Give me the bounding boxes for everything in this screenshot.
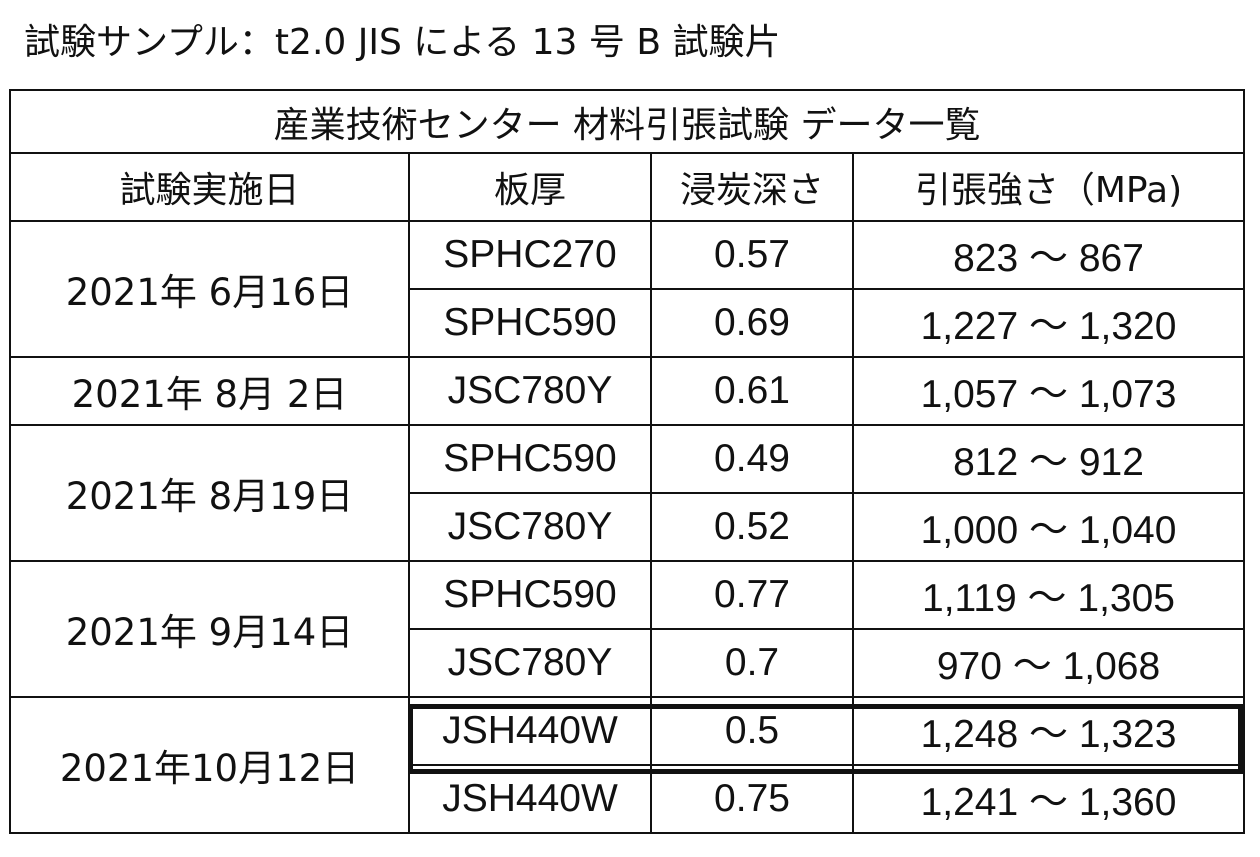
table-row: 2021年 6月16日 SPHC270 0.57 823 ～ 867 xyxy=(9,220,1246,358)
test-date-cell: 2021年10月12日 xyxy=(9,696,410,834)
material-cell: JSC780Y xyxy=(408,628,652,698)
test-date-cell: 2021年 8月 2日 xyxy=(9,356,410,426)
header-test-date: 試験実施日 xyxy=(9,152,410,222)
strength-cell: 1,057 ～ 1,073 xyxy=(851,356,1246,426)
table-row: JSH440W 0.75 1,241 ～ 1,360 xyxy=(10,764,1246,834)
table-row: JSC780Y 0.52 1,000 ～ 1,040 xyxy=(10,492,1246,562)
header-tensile-strength: 引張強さ（MPa) xyxy=(851,152,1246,222)
table-title: 産業技術センター 材料引張試験 データ一覧 xyxy=(8,89,1246,154)
material-cell: JSC780Y xyxy=(408,356,652,426)
strength-cell: 823 ～ 867 xyxy=(851,220,1246,290)
strength-cell: 1,241 ～ 1,360 xyxy=(851,764,1246,834)
test-date-cell: 2021年 8月19日 xyxy=(9,424,410,562)
strength-cell: 812 ～ 912 xyxy=(851,424,1246,494)
strength-cell: 1,227 ～ 1,320 xyxy=(851,288,1246,358)
table-row-highlighted: 2021年10月12日 JSH440W 0.5 1,248 ～ 1,323 xyxy=(9,696,1246,834)
material-cell: SPHC270 xyxy=(408,220,652,290)
table-header-row: 試験実施日 板厚 浸炭深さ 引張強さ（MPa) xyxy=(9,152,1246,222)
table-row: JSC780Y 0.7 970 ～ 1,068 xyxy=(10,628,1246,698)
header-plate-material: 板厚 xyxy=(408,152,652,222)
strength-cell: 1,248 ～ 1,323 xyxy=(851,696,1246,766)
material-cell: JSH440W xyxy=(408,696,652,766)
strength-cell: 1,119 ～ 1,305 xyxy=(851,560,1246,630)
depth-cell: 0.7 xyxy=(650,628,854,698)
depth-cell: 0.77 xyxy=(650,560,854,630)
table-title-row: 産業技術センター 材料引張試験 データ一覧 xyxy=(8,89,1246,154)
depth-cell: 0.5 xyxy=(650,696,854,766)
material-cell: SPHC590 xyxy=(408,288,652,358)
table-row: 2021年 8月19日 SPHC590 0.49 812 ～ 912 xyxy=(9,424,1246,562)
depth-cell: 0.57 xyxy=(650,220,854,290)
tensile-test-table: 産業技術センター 材料引張試験 データ一覧 試験実施日 板厚 浸炭深さ 引張強さ… xyxy=(8,89,1246,834)
depth-cell: 0.49 xyxy=(650,424,854,494)
strength-cell: 970 ～ 1,068 xyxy=(851,628,1246,698)
table-row: 2021年 8月 2日 JSC780Y 0.61 1,057 ～ 1,073 xyxy=(9,356,1246,426)
depth-cell: 0.52 xyxy=(650,492,854,562)
test-date-cell: 2021年 6月16日 xyxy=(9,220,410,358)
test-date-cell: 2021年 9月14日 xyxy=(9,560,410,698)
strength-cell: 1,000 ～ 1,040 xyxy=(851,492,1246,562)
header-carburizing-depth: 浸炭深さ xyxy=(650,152,854,222)
depth-cell: 0.75 xyxy=(650,764,854,834)
material-cell: JSH440W xyxy=(408,764,652,834)
material-cell: JSC780Y xyxy=(408,492,652,562)
table-row: 2021年 9月14日 SPHC590 0.77 1,119 ～ 1,305 xyxy=(9,560,1246,698)
depth-cell: 0.61 xyxy=(650,356,854,426)
depth-cell: 0.69 xyxy=(650,288,854,358)
sample-caption: 試験サンプル：t2.0 JIS による 13 号 B 試験片 xyxy=(24,22,781,63)
table-row: SPHC590 0.69 1,227 ～ 1,320 xyxy=(10,288,1246,358)
material-cell: SPHC590 xyxy=(408,424,652,494)
material-cell: SPHC590 xyxy=(408,560,652,630)
